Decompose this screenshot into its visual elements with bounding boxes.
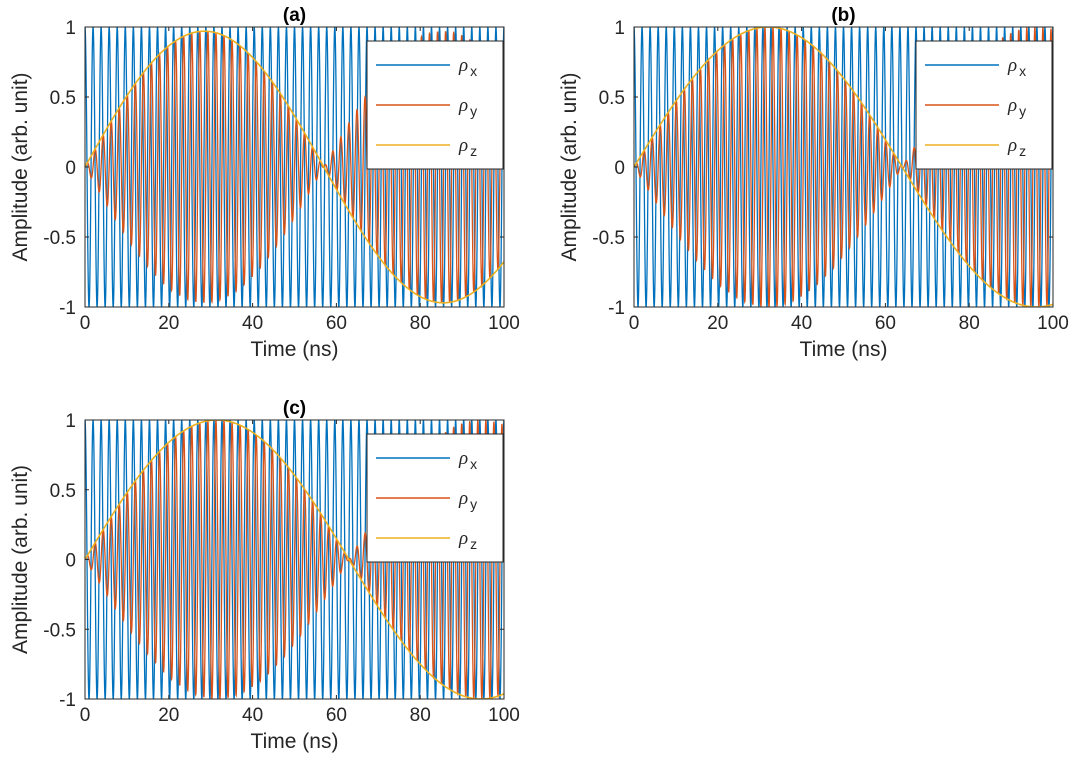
series-line-rho-z [634, 27, 1053, 307]
x-axis-label: Time (ns) [251, 730, 339, 753]
y-tick-label: 0 [65, 551, 76, 572]
panel-c: 0 20 40 60 80 100 -1 -0.5 0 0.5 1 Time (ns) Amplitud… [9, 398, 520, 753]
y-tick-label: 0.5 [599, 88, 625, 109]
series-line-rho-z [85, 420, 504, 699]
panel-a: 0 20 40 60 80 100 -1 -0.5 0 0.5 1 Time (ns) Amplitud… [9, 5, 520, 361]
panel-title: (c) [283, 398, 306, 419]
panel-title: (a) [283, 5, 306, 26]
y-tick-label: -0.5 [43, 228, 76, 249]
legend: ρ x ρ y ρ z [366, 40, 504, 170]
series-line-rho-z [85, 30, 504, 304]
x-tick-label: 0 [80, 313, 91, 334]
series-line-rho-y [634, 27, 1053, 307]
y-tick-label: 1 [65, 18, 76, 39]
x-tick-label: 60 [326, 705, 347, 726]
x-tick-label: 80 [959, 313, 980, 334]
plot-area [85, 420, 504, 699]
x-tick-label: 60 [875, 313, 896, 334]
x-tick-label: 80 [410, 705, 431, 726]
y-tick-label: 0.5 [50, 88, 76, 109]
plot-area [634, 27, 1053, 307]
x-axis-label: Time (ns) [251, 338, 339, 361]
x-tick-label: 40 [791, 313, 812, 334]
x-tick-label: 80 [410, 313, 431, 334]
x-tick-label: 20 [158, 705, 179, 726]
y-tick-label: 0.5 [50, 481, 76, 502]
x-tick-label: 40 [242, 313, 263, 334]
legend: ρ x ρ y ρ z [366, 433, 504, 563]
panel-b: 0 20 40 60 80 100 -1 -0.5 0 0.5 1 Time (ns) Amplitud… [558, 5, 1069, 361]
y-tick-label: -0.5 [592, 228, 625, 249]
legend: ρ x ρ y ρ z [915, 40, 1053, 170]
series-line-rho-y [85, 31, 504, 305]
x-tick-label: 100 [488, 705, 520, 726]
series-line-rho-y [85, 420, 504, 699]
y-axis-label: Amplitude (arb. unit) [9, 72, 32, 261]
x-tick-label: 60 [326, 313, 347, 334]
y-tick-label: 1 [614, 18, 625, 39]
panel-title: (b) [831, 5, 855, 26]
x-tick-label: 100 [1037, 313, 1069, 334]
y-axis-label: Amplitude (arb. unit) [558, 72, 581, 261]
y-tick-label: 1 [65, 411, 76, 432]
y-axis-label: Amplitude (arb. unit) [9, 465, 32, 654]
x-tick-label: 100 [488, 313, 520, 334]
plot-area [85, 27, 504, 307]
x-tick-label: 0 [80, 705, 91, 726]
y-tick-label: 0 [65, 158, 76, 179]
x-axis-label: Time (ns) [800, 338, 888, 361]
y-tick-label: -1 [608, 298, 625, 319]
x-tick-label: 40 [242, 705, 263, 726]
x-tick-label: 0 [629, 313, 640, 334]
x-tick-label: 20 [158, 313, 179, 334]
y-tick-label: 0 [614, 158, 625, 179]
x-tick-label: 20 [707, 313, 728, 334]
y-tick-label: -1 [59, 298, 76, 319]
y-tick-label: -1 [59, 690, 76, 711]
y-tick-label: -0.5 [43, 620, 76, 641]
